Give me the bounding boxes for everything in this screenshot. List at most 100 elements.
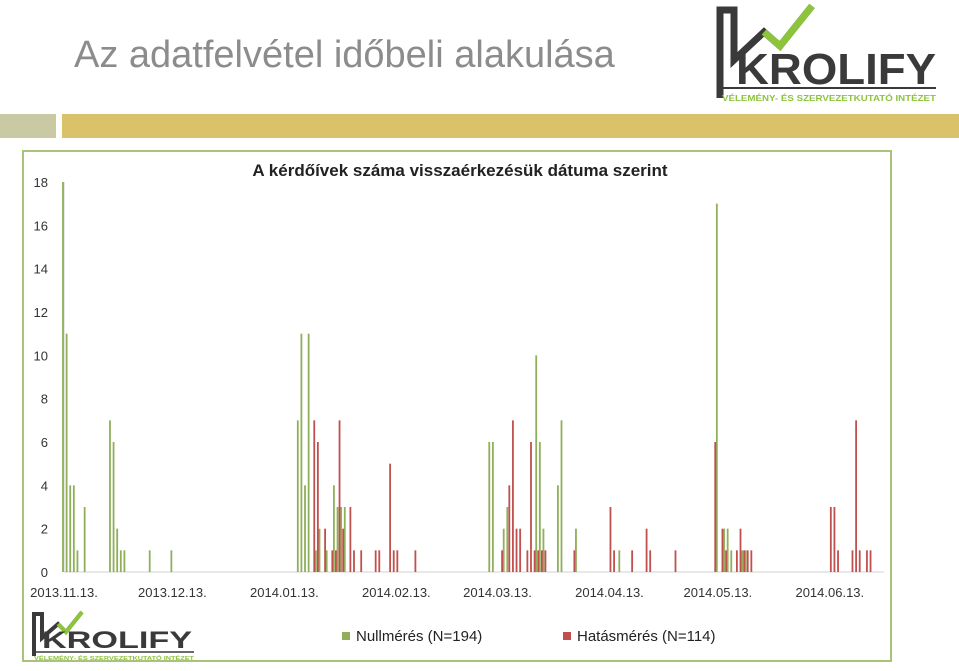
slide-title: Az adatfelvétel időbeli alakulása	[74, 34, 615, 76]
bar	[741, 550, 744, 572]
y-tick-label: 10	[34, 348, 48, 363]
bar	[715, 203, 718, 572]
bar	[336, 507, 339, 572]
bar	[674, 550, 677, 572]
bar	[316, 442, 319, 572]
bar	[544, 550, 547, 572]
bar	[396, 550, 399, 572]
bar	[533, 550, 536, 572]
chart-title: A kérdőívek száma visszaérkezésük dátuma…	[252, 161, 667, 180]
bar	[112, 442, 115, 572]
logo-small-wordmark: KROLIFY	[42, 627, 192, 654]
bar	[869, 550, 872, 572]
bar	[353, 550, 355, 572]
bar	[540, 550, 543, 572]
x-tick-label: 2014.05.13.	[683, 585, 752, 600]
bar	[109, 420, 111, 572]
bar	[65, 333, 68, 572]
bar	[609, 507, 612, 572]
bar	[744, 550, 747, 572]
bar	[537, 550, 540, 572]
bar	[556, 485, 559, 572]
bar	[491, 442, 494, 572]
bar	[750, 550, 753, 572]
bar	[148, 550, 151, 572]
bar	[304, 485, 306, 572]
y-tick-label: 14	[34, 262, 48, 277]
bar	[378, 550, 381, 572]
bar	[307, 333, 310, 572]
y-tick-label: 4	[41, 478, 48, 493]
bar	[829, 507, 832, 572]
bar	[723, 528, 725, 572]
bar	[170, 550, 173, 572]
y-tick-label: 0	[41, 565, 48, 580]
header-bar-main	[62, 114, 959, 138]
bar	[300, 333, 303, 572]
bar	[725, 550, 727, 572]
bar	[618, 550, 621, 572]
bar	[726, 528, 729, 572]
bar	[837, 550, 839, 572]
bar	[645, 528, 648, 572]
bar	[508, 485, 511, 572]
bar	[296, 420, 299, 572]
krolify-logo: KROLIFY VÉLEMÉNY- ÉS SZERVEZETKUTATÓ INT…	[716, 3, 937, 103]
bar	[530, 442, 532, 572]
bar	[325, 550, 328, 572]
x-tick-label: 2014.06.13.	[795, 585, 864, 600]
bar	[343, 507, 346, 572]
header-bar	[0, 114, 959, 138]
bar	[123, 550, 126, 572]
logo-small-swoosh	[56, 610, 84, 635]
bar	[414, 550, 417, 572]
x-tick-label: 2014.04.13.	[575, 585, 644, 600]
bar	[512, 420, 514, 572]
x-tick-label: 2014.01.13.	[250, 585, 319, 600]
x-axis: 2013.11.13. 2013.12.13. 2014.01.13. 2014.02…	[30, 571, 884, 600]
legend-label: Nullmérés (N=194)	[356, 628, 482, 645]
bar	[735, 550, 738, 572]
bar	[342, 528, 345, 572]
bar	[333, 485, 335, 572]
y-tick-label: 2	[41, 522, 48, 537]
y-tick-label: 8	[41, 392, 48, 407]
bar	[721, 528, 724, 572]
bar	[649, 550, 652, 572]
bar	[506, 507, 509, 572]
legend-swatch	[342, 632, 350, 640]
bar	[833, 507, 836, 572]
chart-frame	[22, 150, 892, 662]
bar	[331, 550, 334, 572]
bar	[526, 550, 529, 572]
bar	[360, 550, 363, 572]
x-tick-label: 2013.11.13.	[30, 585, 98, 600]
logo-swoosh-green	[761, 3, 815, 52]
bar	[560, 420, 563, 572]
bar	[573, 550, 576, 572]
y-tick-label: 16	[34, 218, 48, 233]
bar	[62, 182, 64, 572]
legend: Nullmérés (N=194) Hatásmérés (N=114)	[342, 628, 716, 645]
bar	[858, 550, 861, 572]
bar	[746, 550, 749, 572]
bar	[866, 550, 868, 572]
x-tick-label: 2014.02.13.	[362, 585, 431, 600]
bar	[349, 507, 352, 572]
bar	[542, 528, 545, 572]
bar	[855, 420, 858, 572]
bar	[83, 507, 86, 572]
legend-label: Hatásmérés (N=114)	[577, 628, 716, 645]
y-tick-label: 12	[34, 305, 48, 320]
header-bar-left	[0, 114, 56, 138]
bar	[72, 485, 75, 572]
bar	[392, 550, 395, 572]
bar	[743, 550, 746, 572]
bar	[389, 463, 392, 572]
bar	[730, 550, 733, 572]
logo-wordmark: KROLIFY	[736, 45, 936, 94]
x-tick-label: 2013.12.13.	[138, 585, 207, 600]
bar	[324, 528, 326, 572]
bar	[631, 550, 634, 572]
